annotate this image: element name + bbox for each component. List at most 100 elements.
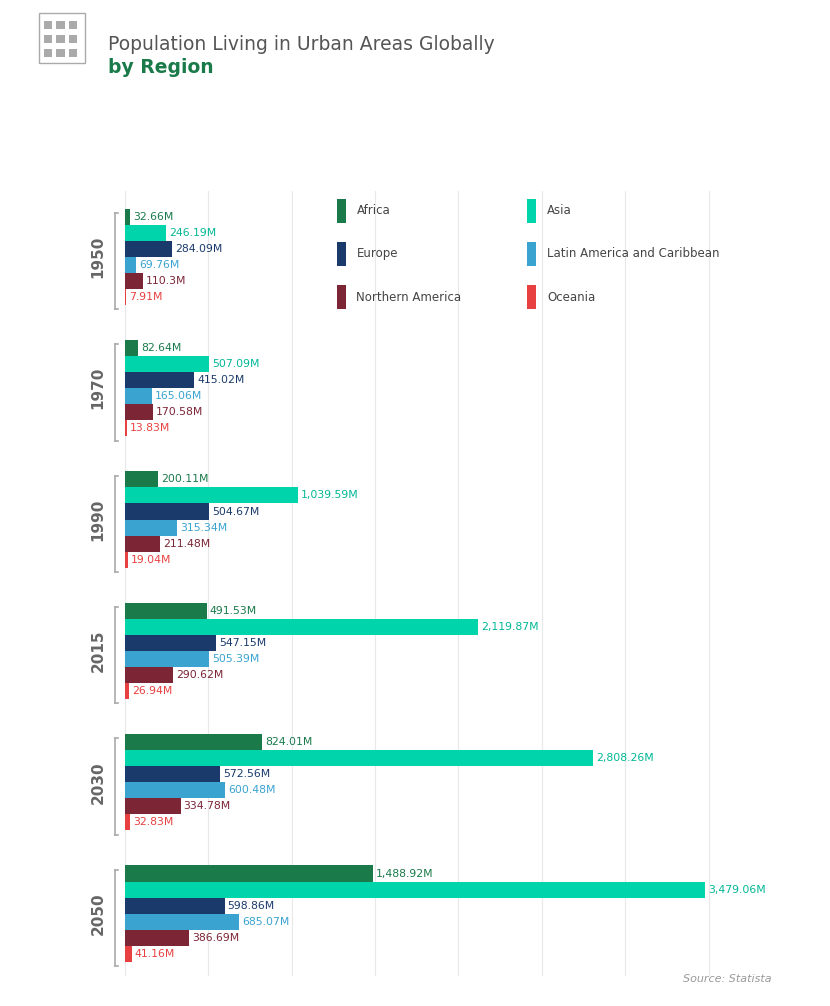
Text: Latin America and Caribbean: Latin America and Caribbean	[547, 247, 720, 261]
Bar	[124, 799, 181, 815]
Text: 572.56M: 572.56M	[223, 770, 271, 780]
Bar	[124, 372, 194, 388]
Text: 600.48M: 600.48M	[228, 786, 276, 796]
FancyBboxPatch shape	[528, 242, 536, 266]
Bar	[124, 635, 216, 651]
Bar	[124, 946, 132, 962]
Bar	[124, 603, 207, 619]
Bar	[124, 240, 172, 257]
Text: 547.15M: 547.15M	[219, 638, 266, 648]
Bar	[56, 35, 65, 43]
Bar	[124, 519, 178, 535]
Bar	[124, 224, 166, 240]
Bar	[124, 651, 209, 667]
Text: 19.04M: 19.04M	[131, 554, 171, 564]
Text: Africa: Africa	[356, 204, 390, 217]
Text: 505.39M: 505.39M	[212, 654, 260, 664]
Bar	[56, 21, 65, 29]
Text: 824.01M: 824.01M	[265, 737, 313, 747]
Bar	[124, 667, 173, 683]
Text: 504.67M: 504.67M	[212, 507, 259, 516]
Text: 1,039.59M: 1,039.59M	[301, 491, 359, 500]
Bar	[124, 404, 154, 421]
Bar	[124, 356, 209, 372]
Bar	[124, 340, 139, 356]
Text: 2050: 2050	[90, 892, 105, 935]
Text: 200.11M: 200.11M	[161, 475, 208, 485]
Text: Asia: Asia	[547, 204, 572, 217]
Text: 32.83M: 32.83M	[133, 818, 173, 827]
Bar	[124, 289, 126, 305]
Text: 2015: 2015	[90, 630, 105, 672]
Bar	[124, 897, 225, 913]
Bar	[124, 388, 152, 404]
Bar	[124, 619, 478, 635]
FancyBboxPatch shape	[337, 199, 346, 222]
Bar	[44, 49, 51, 57]
Text: 315.34M: 315.34M	[180, 522, 227, 532]
Bar	[69, 21, 77, 29]
Text: 41.16M: 41.16M	[134, 949, 175, 959]
Text: 334.78M: 334.78M	[183, 802, 231, 812]
Text: 26.94M: 26.94M	[132, 686, 173, 696]
Bar	[56, 49, 65, 57]
Text: 1950: 1950	[90, 235, 105, 278]
Bar	[124, 881, 706, 897]
Bar	[124, 750, 593, 767]
Bar	[124, 208, 130, 224]
Text: 290.62M: 290.62M	[176, 670, 223, 680]
Bar	[124, 767, 220, 783]
Bar	[124, 273, 143, 289]
Bar	[44, 21, 51, 29]
Text: 1,488.92M: 1,488.92M	[376, 868, 434, 878]
Text: 82.64M: 82.64M	[141, 343, 182, 353]
Text: 284.09M: 284.09M	[175, 243, 222, 254]
FancyBboxPatch shape	[528, 286, 536, 309]
FancyBboxPatch shape	[337, 286, 346, 309]
FancyBboxPatch shape	[528, 199, 536, 222]
Bar	[124, 488, 298, 503]
Text: 110.3M: 110.3M	[146, 276, 187, 286]
Bar	[124, 535, 160, 551]
Text: Oceania: Oceania	[547, 291, 595, 304]
Text: 507.09M: 507.09M	[212, 359, 260, 369]
Text: 3,479.06M: 3,479.06M	[708, 884, 766, 894]
Text: Source: Statista: Source: Statista	[683, 974, 772, 984]
Text: 2,119.87M: 2,119.87M	[481, 622, 539, 632]
Text: 32.66M: 32.66M	[133, 211, 173, 221]
Bar	[124, 783, 225, 799]
Text: Northern America: Northern America	[356, 291, 461, 304]
Bar	[69, 49, 77, 57]
Text: 386.69M: 386.69M	[193, 933, 240, 943]
Text: 165.06M: 165.06M	[155, 391, 203, 401]
Text: 1970: 1970	[90, 367, 105, 409]
Bar	[124, 683, 129, 699]
Text: by Region: by Region	[108, 58, 213, 77]
Text: 7.91M: 7.91M	[129, 292, 163, 302]
Text: 170.58M: 170.58M	[156, 407, 203, 417]
Bar	[124, 421, 127, 437]
Text: 246.19M: 246.19M	[168, 227, 216, 237]
Text: 69.76M: 69.76M	[139, 260, 180, 270]
Bar	[124, 865, 374, 881]
Bar	[69, 35, 77, 43]
Text: 211.48M: 211.48M	[163, 538, 210, 548]
Text: 415.02M: 415.02M	[197, 375, 244, 385]
Text: Europe: Europe	[356, 247, 398, 261]
Bar	[124, 472, 158, 488]
Bar	[124, 551, 128, 567]
Bar	[39, 13, 85, 62]
Bar	[124, 257, 136, 273]
Text: 598.86M: 598.86M	[227, 900, 275, 910]
Text: 13.83M: 13.83M	[130, 424, 170, 434]
Text: 491.53M: 491.53M	[210, 606, 257, 616]
Bar	[44, 35, 51, 43]
Bar	[124, 503, 209, 519]
Text: 2,808.26M: 2,808.26M	[596, 753, 654, 764]
Text: 1990: 1990	[90, 498, 105, 541]
Text: 685.07M: 685.07M	[242, 916, 290, 927]
Text: Population Living in Urban Areas Globally: Population Living in Urban Areas Globall…	[108, 35, 495, 54]
Text: 2030: 2030	[90, 761, 105, 804]
FancyBboxPatch shape	[337, 242, 346, 266]
Bar	[124, 734, 262, 750]
